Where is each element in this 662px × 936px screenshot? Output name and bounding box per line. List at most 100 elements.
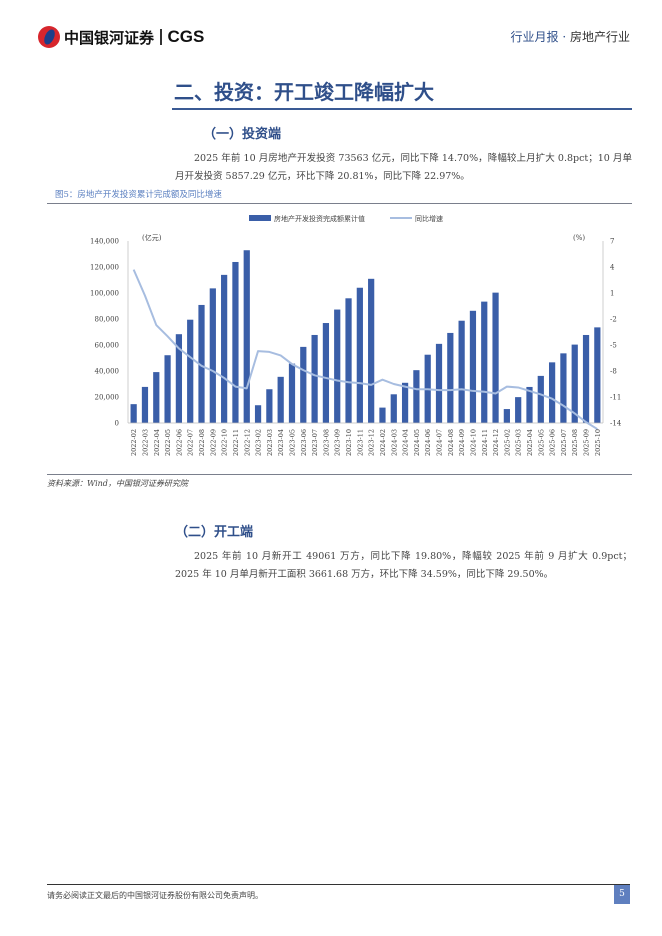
right-tick-label: -11 bbox=[610, 394, 621, 402]
bar bbox=[141, 386, 149, 423]
x-tick-label: 2022-07 bbox=[187, 429, 195, 456]
bar bbox=[548, 362, 556, 423]
bar bbox=[175, 334, 183, 423]
x-tick-label: 2025-05 bbox=[537, 429, 545, 456]
left-axis-unit: (亿元) bbox=[142, 233, 162, 242]
x-tick-label: 2022-04 bbox=[153, 429, 161, 456]
x-tick-label: 2022-11 bbox=[232, 429, 240, 456]
bar bbox=[232, 261, 239, 423]
x-tick-label: 2022-05 bbox=[164, 429, 172, 456]
x-tick-label: 2022-03 bbox=[141, 429, 149, 456]
x-tick-label: 2023-12 bbox=[368, 429, 376, 456]
bar bbox=[266, 389, 273, 423]
bar bbox=[582, 334, 590, 423]
footer-disclaimer: 请务必阅读正文最后的中国银河证券股份有限公司免责声明。 bbox=[47, 891, 263, 900]
x-tick-label: 2023-02 bbox=[255, 429, 263, 456]
x-tick-label: 2025-03 bbox=[515, 429, 523, 456]
bar bbox=[515, 397, 522, 423]
x-tick-label: 2022-02 bbox=[130, 429, 138, 456]
investment-chart: 房地产开发投资完成额累计值 同比增速 (亿元) (%) 0 20,000 40,000 60,… bbox=[90, 214, 622, 456]
bar bbox=[221, 274, 228, 423]
bar bbox=[447, 332, 454, 423]
report-type: 行业月报 bbox=[510, 30, 559, 44]
left-tick-label: 120,000 bbox=[90, 264, 119, 272]
x-tick-label: 2023-06 bbox=[300, 429, 308, 456]
bar bbox=[311, 334, 318, 423]
right-tick-label: 4 bbox=[610, 264, 615, 272]
bar bbox=[345, 298, 352, 423]
bar bbox=[503, 409, 510, 423]
left-tick-label: 40,000 bbox=[95, 368, 120, 376]
x-tick-label: 2023-10 bbox=[345, 429, 353, 456]
page-number: 5 bbox=[614, 885, 630, 904]
right-tick-label: -8 bbox=[610, 368, 617, 376]
investment-paragraph: 2025 年前 10 月房地产开发投资 73563 亿元，同比下降 14.70%… bbox=[175, 153, 632, 182]
x-tick-label: 2025-08 bbox=[571, 429, 579, 456]
x-tick-label: 2024-04 bbox=[402, 429, 410, 456]
x-tick-label: 2025-07 bbox=[560, 429, 568, 456]
x-tick-label: 2023-11 bbox=[356, 429, 364, 456]
brand-en: CGS bbox=[167, 27, 205, 46]
bar bbox=[334, 309, 341, 423]
left-tick-label: 140,000 bbox=[90, 238, 119, 246]
section-title: 二、投资：开工竣工降幅扩大 bbox=[174, 80, 434, 104]
bar bbox=[130, 404, 137, 423]
bar bbox=[153, 372, 160, 423]
bar bbox=[300, 346, 307, 423]
x-tick-label: 2023-09 bbox=[334, 429, 342, 456]
x-tick-label: 2022-08 bbox=[198, 429, 206, 456]
x-tick-label: 2024-12 bbox=[492, 429, 500, 456]
x-tick-label: 2022-12 bbox=[243, 429, 251, 456]
header-separator: · bbox=[562, 30, 567, 44]
cgs-logo: 中国银河证券 CGS bbox=[38, 26, 204, 48]
x-tick-label: 2022-09 bbox=[209, 429, 217, 456]
x-tick-label: 2023-04 bbox=[277, 429, 285, 456]
logo-divider bbox=[160, 29, 162, 45]
left-tick-label: 0 bbox=[115, 420, 119, 428]
bar bbox=[492, 292, 499, 423]
bar bbox=[254, 405, 262, 423]
title-underline bbox=[172, 108, 632, 110]
bar bbox=[198, 304, 205, 423]
x-tick-label: 2024-06 bbox=[424, 429, 432, 456]
bar bbox=[356, 287, 363, 423]
bar bbox=[560, 353, 567, 423]
right-tick-label: -5 bbox=[610, 342, 617, 350]
x-tick-label: 2023-05 bbox=[288, 429, 296, 456]
bar bbox=[288, 363, 296, 423]
left-tick-label: 20,000 bbox=[95, 394, 120, 402]
x-tick-label: 2022-10 bbox=[221, 429, 229, 456]
x-tick-label: 2024-09 bbox=[458, 429, 466, 456]
right-tick-label: -2 bbox=[610, 316, 617, 324]
bar bbox=[435, 343, 443, 423]
x-tick-label: 2022-06 bbox=[175, 429, 183, 456]
left-tick-label: 60,000 bbox=[95, 342, 120, 350]
bar bbox=[379, 407, 386, 423]
bar bbox=[537, 375, 544, 423]
bar bbox=[481, 301, 488, 423]
x-tick-label: 2024-07 bbox=[436, 429, 444, 456]
subsection-investment-title: （一）投资端 bbox=[203, 127, 282, 142]
bar bbox=[413, 370, 420, 423]
bar bbox=[277, 376, 284, 423]
header-report-label: 行业月报 · 房地产行业 bbox=[510, 28, 630, 45]
figure-bottom-rule bbox=[47, 474, 632, 475]
x-tick-label: 2025-06 bbox=[549, 429, 557, 456]
figure-caption: 图5：房地产开发投资累计完成额及同比增速 bbox=[55, 190, 222, 200]
bar bbox=[187, 319, 194, 423]
left-tick-label: 80,000 bbox=[95, 316, 120, 324]
subsection-starts-title: （二）开工端 bbox=[175, 525, 254, 540]
yoy-line bbox=[132, 269, 598, 430]
legend-bar-label: 房地产开发投资完成额累计值 bbox=[274, 214, 365, 223]
bar bbox=[401, 382, 409, 423]
starts-paragraph: 2025 年前 10 月新开工 49061 万方，同比下降 19.80%，降幅较… bbox=[175, 551, 632, 580]
right-tick-label: -14 bbox=[610, 420, 622, 428]
bar bbox=[243, 250, 250, 423]
x-tick-label: 2024-08 bbox=[447, 429, 455, 456]
x-tick-label: 2024-05 bbox=[413, 429, 421, 456]
x-tick-label: 2025-02 bbox=[503, 429, 511, 456]
x-tick-label: 2025-10 bbox=[594, 429, 602, 456]
x-tick-label: 2023-07 bbox=[311, 429, 319, 456]
right-tick-label: 1 bbox=[610, 290, 614, 298]
